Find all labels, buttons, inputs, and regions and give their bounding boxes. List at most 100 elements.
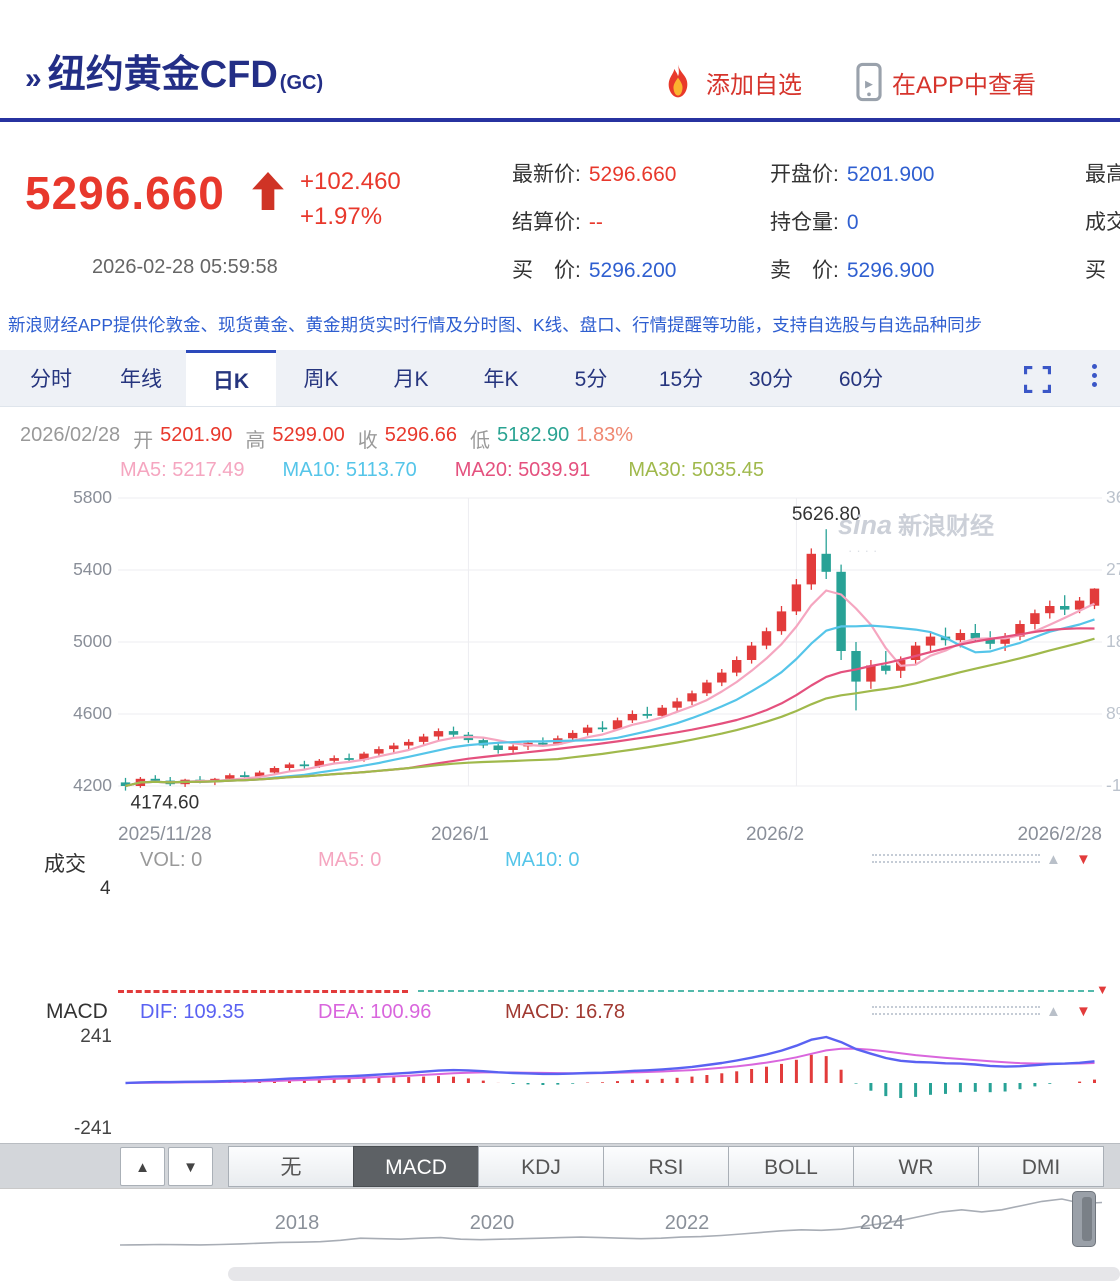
volume-label: 成交	[1085, 211, 1120, 234]
open-interest-label: 持仓量:	[770, 211, 839, 234]
more-menu-icon[interactable]	[1092, 364, 1097, 387]
volume-field-clipped: 成交	[1085, 206, 1120, 236]
low-tag: 低	[470, 430, 490, 452]
tab-15min[interactable]: 15分	[658, 368, 704, 391]
open-price-label: 开盘价:	[770, 163, 839, 186]
nav-year-label: 2020	[469, 1212, 515, 1234]
bid-price-label: 买 价:	[512, 259, 581, 282]
tab-monthly-k[interactable]: 月K	[393, 368, 429, 391]
vol-ma5: MA5: 0	[318, 849, 382, 871]
ask-price-value: 5296.900	[846, 259, 935, 282]
add-watchlist-button[interactable]: 添加自选	[706, 71, 802, 99]
open-interest-field: 持仓量: 0	[770, 206, 859, 236]
svg-text:4174.60: 4174.60	[131, 793, 200, 814]
tab-weekly-k[interactable]: 周K	[303, 368, 339, 391]
open-interest-value: 0	[846, 211, 859, 234]
macd-value: MACD: 16.78	[505, 1001, 626, 1023]
ma10-value: MA10: 5113.70	[282, 459, 417, 481]
open-price-value: 5201.900	[846, 163, 935, 186]
pct-axis-label: 8%	[1106, 703, 1120, 723]
sina-watermark: sina 新浪财经	[838, 506, 994, 541]
pane-up-arrow-icon[interactable]: ▲	[1046, 1003, 1061, 1020]
indicator-kdj-button[interactable]: KDJ	[478, 1146, 604, 1187]
dif-value: DIF: 109.35	[140, 1001, 245, 1023]
view-in-app-button[interactable]: 在APP中查看	[892, 71, 1037, 99]
tab-30min[interactable]: 30分	[748, 368, 794, 391]
open-tag: 开	[133, 430, 154, 452]
tab-minute[interactable]: 分时	[30, 368, 72, 391]
header-divider	[0, 118, 1120, 122]
ask-price-label: 卖 价:	[770, 259, 839, 282]
timeline-navigator[interactable]	[0, 1188, 1120, 1252]
pct-axis-label: 18%	[1106, 631, 1120, 651]
y-axis-label: 5000	[73, 631, 112, 651]
high-field-clipped: 最高	[1085, 158, 1120, 188]
indicator-rsi-button[interactable]: RSI	[603, 1146, 729, 1187]
dea-value: DEA: 100.96	[318, 1001, 432, 1023]
open-price-field: 开盘价: 5201.900	[770, 158, 934, 188]
indicator-wr-button[interactable]: WR	[853, 1146, 979, 1187]
ask-price-field: 卖 价: 5296.900	[770, 254, 934, 284]
vol-value: VOL: 0	[140, 849, 203, 871]
tab-yearly-k[interactable]: 年K	[483, 368, 519, 391]
pane-down-arrow-icon[interactable]: ▼	[1076, 1003, 1091, 1020]
pane-collapse-button[interactable]: ▼	[168, 1147, 213, 1186]
navigator-slider-handle[interactable]	[1072, 1191, 1096, 1247]
pct-axis-label: -1%	[1106, 775, 1120, 795]
header: » 纽约黄金CFD (GC)	[25, 56, 323, 94]
buy-label: 买	[1085, 259, 1106, 282]
tab-yearline[interactable]: 年线	[120, 368, 162, 391]
high-val: 5299.00	[272, 424, 345, 446]
price-up-arrow-icon	[252, 172, 284, 215]
price-change: +102.460	[300, 168, 401, 195]
period-tabbar: 分时 年线 日K 周K 月K 年K 5分 15分 30分 60分	[0, 350, 1120, 407]
fullscreen-icon[interactable]	[1024, 366, 1051, 398]
ma30-value: MA30: 5035.45	[628, 459, 765, 481]
macd-chart[interactable]	[0, 1014, 1120, 1142]
bid-price-field: 买 价: 5296.200	[512, 254, 676, 284]
indicator-boll-button[interactable]: BOLL	[728, 1146, 854, 1187]
navigator-sparkline	[119, 1190, 1103, 1250]
title-chevrons-icon: »	[25, 62, 42, 95]
pane-drag-dots[interactable]	[872, 1006, 1040, 1015]
macd-pane-title: MACD	[46, 1000, 108, 1023]
y-axis-label: 4600	[73, 703, 112, 723]
pane-up-arrow-icon[interactable]: ▲	[1046, 851, 1061, 868]
high-tag: 高	[245, 430, 266, 452]
settle-price-value: --	[588, 211, 603, 234]
tab-daily-k[interactable]: 日K	[186, 350, 276, 406]
vol-ma10: MA10: 0	[505, 849, 580, 871]
ohlc-date: 2026/02/28	[20, 424, 121, 446]
pane-drag-dots[interactable]	[872, 854, 1040, 863]
price-change-pct: +1.97%	[300, 203, 383, 230]
header-actions: 添加自选 在APP中查看	[660, 62, 1036, 102]
macd-axis-max: 241	[80, 1026, 112, 1047]
close-val: 5296.66	[384, 424, 457, 446]
indicator-macd-button[interactable]: MACD	[353, 1146, 479, 1187]
candlestick-chart[interactable]: 5626.80 4174.60	[0, 480, 1120, 820]
settle-price-field: 结算价: --	[512, 206, 603, 236]
buy-field-clipped: 买	[1085, 254, 1106, 284]
low-val: 5182.90	[497, 424, 570, 446]
tab-5min[interactable]: 5分	[574, 368, 608, 391]
volume-scale-label: 4	[100, 878, 111, 899]
y-axis-label: 5400	[73, 559, 112, 579]
macd-guide-dash-teal	[418, 990, 1094, 992]
tab-60min[interactable]: 60分	[838, 368, 884, 391]
pane-down-arrow-icon[interactable]: ▼	[1076, 851, 1091, 868]
close-tag: 收	[357, 430, 378, 452]
indicator-dmi-button[interactable]: DMI	[978, 1146, 1104, 1187]
x-axis-label: 2025/11/28	[118, 824, 212, 845]
latest-price-label: 最新价:	[512, 163, 581, 186]
indicator-none-button[interactable]: 无	[228, 1146, 354, 1187]
symbol-label: (GC)	[279, 72, 324, 94]
promo-text: 新浪财经APP提供伦敦金、现货黄金、黄金期货实时行情及分时图、K线、盘口、行情提…	[8, 315, 983, 335]
volume-pane-title: 成交	[44, 853, 86, 876]
ohlc-info-row: 2026/02/28 开 5201.90 高 5299.00 收 5296.66…	[20, 424, 633, 453]
pane-expand-button[interactable]: ▲	[120, 1147, 165, 1186]
watermark-name: 新浪财经	[898, 513, 995, 540]
bid-price-value: 5296.200	[588, 259, 677, 282]
pct-axis-label: 27%	[1106, 559, 1120, 579]
page-title: 纽约黄金CFD	[47, 54, 278, 96]
